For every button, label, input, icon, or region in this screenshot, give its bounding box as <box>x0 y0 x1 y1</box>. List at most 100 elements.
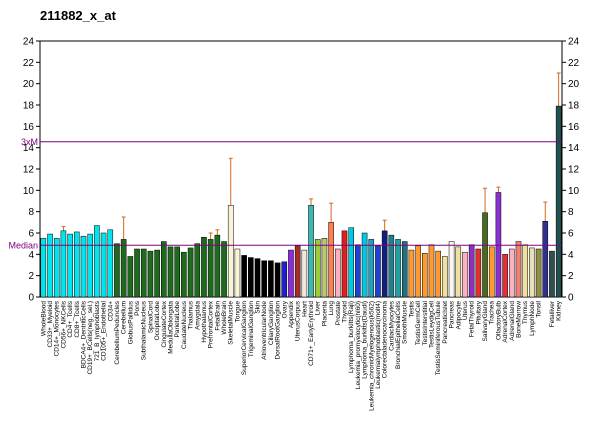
x-tick-label: BoneMarrow <box>516 301 523 338</box>
y-tick-label: 6 <box>28 229 34 240</box>
bar <box>94 225 100 298</box>
x-tick-label: CD33+_Myeloid <box>47 301 54 348</box>
bar <box>341 230 348 298</box>
y-tick-label: 16 <box>23 122 35 133</box>
x-tick-label: CD4+_Tcells <box>67 300 74 337</box>
x-tick-label: CD56+_NKCells <box>60 300 67 348</box>
x-tick-label: LymphNode <box>529 301 536 336</box>
bar <box>201 237 207 298</box>
x-tick-label: Amygdala <box>194 301 201 330</box>
x-tick-label: FetalBrain <box>214 301 221 331</box>
x-tick-label: SalivaryGland <box>482 301 489 342</box>
x-tick-label: CD34+ <box>107 301 114 322</box>
bar <box>194 243 201 298</box>
x-tick-label: ParietalLobe <box>174 301 181 338</box>
bar <box>120 239 127 298</box>
y-tick-label: 14 <box>23 143 35 154</box>
bar <box>468 244 475 298</box>
bar <box>361 232 368 298</box>
reference-label: 3xM <box>21 137 38 147</box>
bar <box>268 260 274 298</box>
bar <box>368 239 375 298</box>
bar <box>127 256 134 298</box>
bar <box>227 205 234 298</box>
x-tick-label: PancreaticIslet <box>442 301 449 344</box>
bar <box>187 247 194 298</box>
y2-tick-label: 6 <box>568 229 574 240</box>
y-tick-label: 0 <box>28 293 34 304</box>
x-tick-label: Lymphoma_burkitts(Raji) <box>348 301 355 373</box>
x-tick-label: DorsalRootGanglion <box>275 301 282 360</box>
bar <box>428 244 435 298</box>
x-tick-label: Lymphoma_burkitts(Daudi) <box>362 301 369 379</box>
y2-tick-label: 8 <box>568 207 574 218</box>
x-tick-label: Thymus <box>522 300 529 324</box>
bar <box>435 250 441 298</box>
x-tick-label: Tongue <box>234 301 241 323</box>
bar <box>488 246 495 298</box>
bar <box>154 249 160 298</box>
y2-tick-label: 12 <box>568 165 580 176</box>
bar <box>74 231 80 298</box>
x-tick-label: Thalamus <box>188 300 195 329</box>
y2-tick-label: 18 <box>568 101 580 112</box>
x-tick-label: Pons <box>134 300 141 316</box>
bar <box>522 244 528 298</box>
bar <box>348 227 354 298</box>
y-tick-label: 2 <box>28 271 34 282</box>
x-tick-label: SkeletalMuscle <box>228 301 235 345</box>
y2-tick-label: 22 <box>568 58 580 69</box>
x-tick-label: Cerebellum <box>121 301 128 334</box>
y-tick-label: 22 <box>23 58 35 69</box>
bar <box>475 248 482 298</box>
x-tick-label: CingulateCortex <box>161 300 168 347</box>
x-tick-label: SuperiorCervicalGanglion <box>241 301 248 375</box>
bar <box>248 257 254 298</box>
bar <box>114 243 120 298</box>
y-tick-label: 12 <box>23 165 35 176</box>
x-tick-label: Hypothalamus <box>201 300 208 342</box>
x-tick-label: TrigeminalGanglion <box>248 301 255 358</box>
bar <box>381 230 388 298</box>
x-tick-label: PrefrontalCortex <box>208 300 215 348</box>
bar <box>448 241 455 298</box>
bar <box>80 235 87 298</box>
x-tick-label: WholeBrain <box>221 301 228 335</box>
x-tick-label: CiliaryGanglion <box>268 301 275 345</box>
bar <box>509 248 515 298</box>
bar <box>241 255 247 298</box>
x-tick-label: CD71+_EarlyErythroid <box>308 301 315 366</box>
x-tick-label: Leukemia_chronicMyelogenous(k562) <box>368 301 375 411</box>
x-tick-label: Testis <box>408 300 415 317</box>
x-tick-label: CardiacMyocytes <box>388 300 395 351</box>
y2-tick-label: 24 <box>568 37 580 48</box>
bar <box>40 238 47 298</box>
bar <box>442 256 448 298</box>
x-tick-label: Placenta <box>321 301 328 327</box>
bar <box>167 246 174 298</box>
x-tick-label: Ovary <box>281 300 288 318</box>
x-tick-label: Prostate <box>335 301 342 326</box>
bar <box>301 249 308 298</box>
x-tick-label: CD105+_Endothelial <box>101 300 108 360</box>
bar <box>555 105 562 298</box>
x-tick-label: TestisGermCell <box>415 300 422 345</box>
x-tick-label: Skin <box>255 301 262 314</box>
x-tick-label: WholeBlood <box>40 301 47 336</box>
x-tick-label: TestisSeminiferousTubule <box>435 301 442 376</box>
x-tick-label: CD19+_BCells(neg._sel.) <box>87 301 94 375</box>
x-tick-label: BronchialEpithelialCells <box>395 300 402 369</box>
bar <box>87 233 93 298</box>
x-tick-label: Thyroid <box>342 301 349 323</box>
bar <box>314 239 321 298</box>
bar <box>482 212 488 298</box>
bar <box>294 245 301 298</box>
x-tick-label: AtrioventricularNode <box>261 301 268 360</box>
bar <box>100 232 107 298</box>
x-tick-label: Kidney <box>556 300 563 321</box>
bar <box>174 246 180 298</box>
bar <box>214 234 221 298</box>
bar <box>328 222 334 298</box>
bar <box>67 233 73 298</box>
bar <box>308 205 314 298</box>
